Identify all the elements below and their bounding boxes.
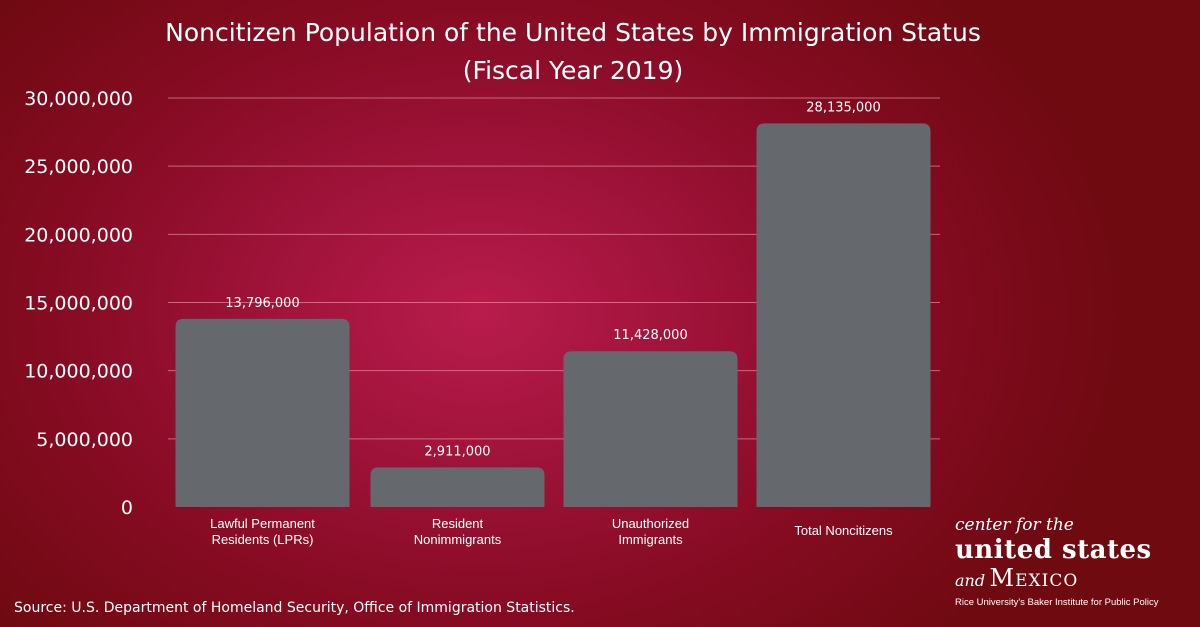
logo-line2: united states	[955, 535, 1152, 565]
y-tick-label: 15,000,000	[24, 293, 133, 315]
bar	[370, 467, 545, 507]
bar	[563, 351, 738, 507]
data-label: 2,911,000	[424, 444, 490, 459]
x-tick-label: Total Noncitizens	[794, 523, 893, 538]
source-note: Source: U.S. Department of Homeland Secu…	[14, 600, 575, 616]
chart-title-line2: (Fiscal Year 2019)	[462, 56, 684, 85]
y-tick-label: 5,000,000	[36, 429, 133, 451]
data-label: 11,428,000	[613, 328, 687, 343]
logo-line3: and Mexico	[955, 565, 1185, 595]
x-tick-label: Unauthorized	[612, 516, 689, 531]
chart-title-line1: Noncitizen Population of the United Stat…	[165, 18, 981, 47]
x-tick-label: Nonimmigrants	[414, 532, 502, 547]
x-tick-label: Resident	[432, 516, 484, 531]
y-tick-label: 20,000,000	[24, 224, 133, 246]
data-label: 13,796,000	[225, 296, 299, 311]
data-label: 28,135,000	[806, 100, 880, 115]
bar	[756, 123, 931, 507]
bar	[175, 318, 350, 507]
logo-and: and	[955, 571, 986, 590]
logo-line1: center for the	[955, 515, 1074, 535]
x-tick-label: Lawful Permanent	[210, 516, 315, 531]
x-tick-label: Residents (LPRs)	[212, 532, 314, 547]
y-tick-label: 0	[121, 497, 133, 519]
x-tick-label: Immigrants	[618, 532, 683, 547]
logo-mexico: Mexico	[989, 564, 1079, 592]
y-tick-label: 25,000,000	[24, 156, 133, 178]
center-logo: center for the united states and Mexico …	[955, 515, 1185, 611]
logo-tagline: Rice University's Baker Institute for Pu…	[955, 597, 1159, 608]
y-tick-label: 30,000,000	[24, 88, 133, 110]
chart-title: Noncitizen Population of the United Stat…	[0, 14, 1146, 90]
y-tick-label: 10,000,000	[24, 361, 133, 383]
